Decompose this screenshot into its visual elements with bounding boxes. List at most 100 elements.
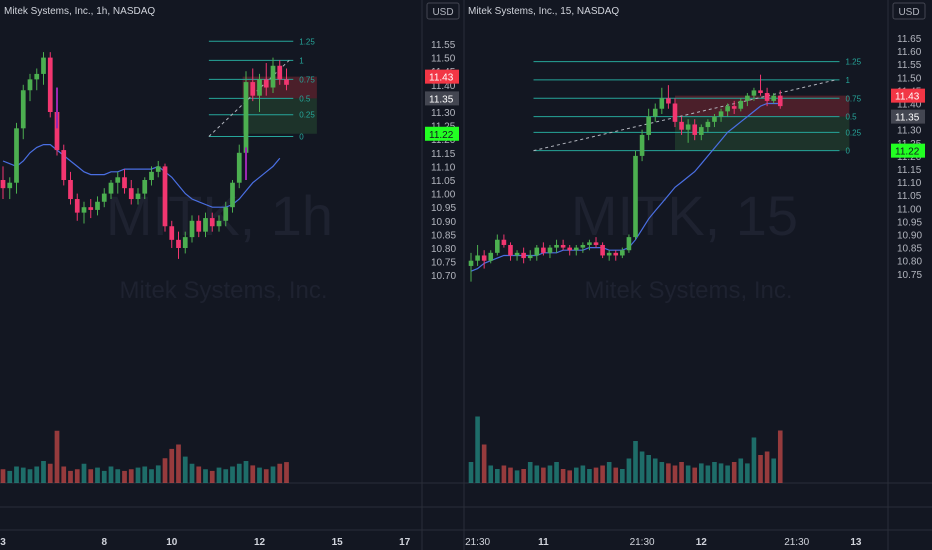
volume-bar bbox=[751, 437, 757, 483]
volume-bar bbox=[672, 465, 678, 483]
candle-body bbox=[725, 106, 730, 112]
chart-title: Mitek Systems, Inc., 15, NASDAQ bbox=[468, 6, 619, 17]
candle-body bbox=[508, 244, 513, 256]
price-label-text: 11.35 bbox=[429, 94, 454, 105]
candle-body bbox=[527, 255, 533, 259]
candle-body bbox=[95, 201, 100, 210]
candle-body bbox=[34, 73, 40, 80]
price-label-box bbox=[425, 91, 459, 106]
candle-body bbox=[277, 65, 283, 80]
y-tick-label: 11.00 bbox=[897, 204, 922, 215]
candle-body bbox=[580, 244, 586, 248]
currency-label: USD bbox=[898, 7, 919, 18]
volume-bar bbox=[718, 463, 724, 483]
volume-bar bbox=[764, 451, 770, 483]
volume-bar bbox=[541, 467, 546, 483]
price-label-text: 11.22 bbox=[429, 130, 454, 141]
volume-bar bbox=[705, 465, 711, 483]
volume-bar bbox=[101, 470, 107, 483]
volume-bar bbox=[263, 469, 269, 483]
y-tick-label: 11.10 bbox=[431, 162, 456, 173]
candle-body bbox=[0, 180, 6, 189]
volume-bar bbox=[606, 462, 612, 483]
x-tick-label: 21:30 bbox=[630, 537, 655, 548]
volume-bar bbox=[534, 465, 540, 483]
volume-bar bbox=[34, 466, 40, 483]
candle-body bbox=[284, 79, 289, 85]
price-label-box bbox=[425, 126, 459, 141]
volume-bar bbox=[122, 470, 127, 483]
candle-body bbox=[481, 255, 487, 261]
candle-body bbox=[270, 65, 276, 88]
volume-bar bbox=[758, 455, 763, 483]
y-tick-label: 10.80 bbox=[897, 257, 922, 268]
volume-bar bbox=[692, 467, 698, 483]
candle-body bbox=[633, 155, 638, 238]
candle-body bbox=[54, 112, 60, 151]
volume-bar bbox=[567, 470, 573, 483]
candle-body bbox=[751, 90, 757, 96]
x-tick-label: 12 bbox=[254, 537, 266, 548]
volume-bar bbox=[527, 462, 533, 483]
x-tick-label: 12 bbox=[696, 537, 708, 548]
volume-bar bbox=[738, 458, 744, 483]
fib-level-label: 1.25 bbox=[845, 58, 861, 67]
volume-bar bbox=[685, 465, 691, 483]
volume-bar bbox=[108, 466, 114, 483]
volume-bar bbox=[196, 466, 202, 483]
candle-body bbox=[203, 218, 208, 232]
price-label-box bbox=[891, 109, 925, 124]
chart-pane-1h: Mitek Systems, Inc., 1h, NASDAQ USDMITK, … bbox=[0, 0, 460, 550]
volume-bar bbox=[142, 466, 148, 483]
candle-body bbox=[142, 180, 148, 194]
candle-body bbox=[236, 152, 242, 183]
candle-body bbox=[250, 82, 256, 96]
y-tick-label: 11.50 bbox=[431, 54, 456, 65]
candle-body bbox=[758, 90, 763, 94]
volume-bar bbox=[639, 451, 645, 483]
fib-level-label: 0 bbox=[845, 147, 850, 156]
candle-body bbox=[216, 220, 222, 227]
chart-title: Mitek Systems, Inc., 1h, NASDAQ bbox=[4, 6, 155, 17]
y-tick-label: 11.55 bbox=[431, 40, 456, 51]
candle-body bbox=[108, 182, 114, 194]
candle-body bbox=[122, 177, 127, 189]
candle-body bbox=[712, 116, 717, 122]
x-tick-label: 8 bbox=[101, 537, 107, 548]
y-tick-label: 10.75 bbox=[431, 258, 456, 269]
volume-bar bbox=[270, 466, 276, 483]
volume-bar bbox=[659, 462, 665, 483]
volume-bar bbox=[209, 470, 215, 483]
candle-body bbox=[182, 237, 188, 248]
candle-body bbox=[149, 171, 154, 180]
volume-bar bbox=[481, 444, 487, 483]
fib-trend-line bbox=[533, 79, 836, 152]
price-label-box bbox=[891, 88, 925, 103]
candle-body bbox=[738, 100, 744, 109]
candle-body bbox=[534, 247, 540, 256]
candle-body bbox=[68, 180, 73, 200]
price-label-box bbox=[425, 69, 459, 84]
volume-bar bbox=[54, 430, 60, 483]
candle-body bbox=[764, 93, 770, 101]
volume-bar bbox=[149, 469, 154, 483]
y-tick-label: 10.70 bbox=[431, 271, 456, 282]
candle-body bbox=[514, 252, 520, 256]
y-tick-label: 11.10 bbox=[897, 178, 922, 189]
volume-bar bbox=[712, 462, 717, 483]
y-tick-label: 11.15 bbox=[431, 149, 456, 160]
volume-bar bbox=[7, 470, 13, 483]
volume-bar bbox=[725, 465, 730, 483]
volume-bar bbox=[679, 462, 684, 483]
volume-bar bbox=[475, 416, 480, 483]
price-label-text: 11.43 bbox=[895, 92, 920, 103]
chart-pane-15m: Mitek Systems, Inc., 15, NASDAQ USD MITK, … bbox=[463, 0, 926, 550]
volume-bar bbox=[580, 465, 586, 483]
y-tick-label: 11.55 bbox=[897, 60, 922, 71]
candle-body bbox=[27, 79, 33, 91]
candle-body bbox=[189, 220, 195, 238]
volume-bar bbox=[243, 461, 249, 483]
volume-bar bbox=[514, 470, 520, 483]
volume-bar bbox=[257, 467, 262, 483]
